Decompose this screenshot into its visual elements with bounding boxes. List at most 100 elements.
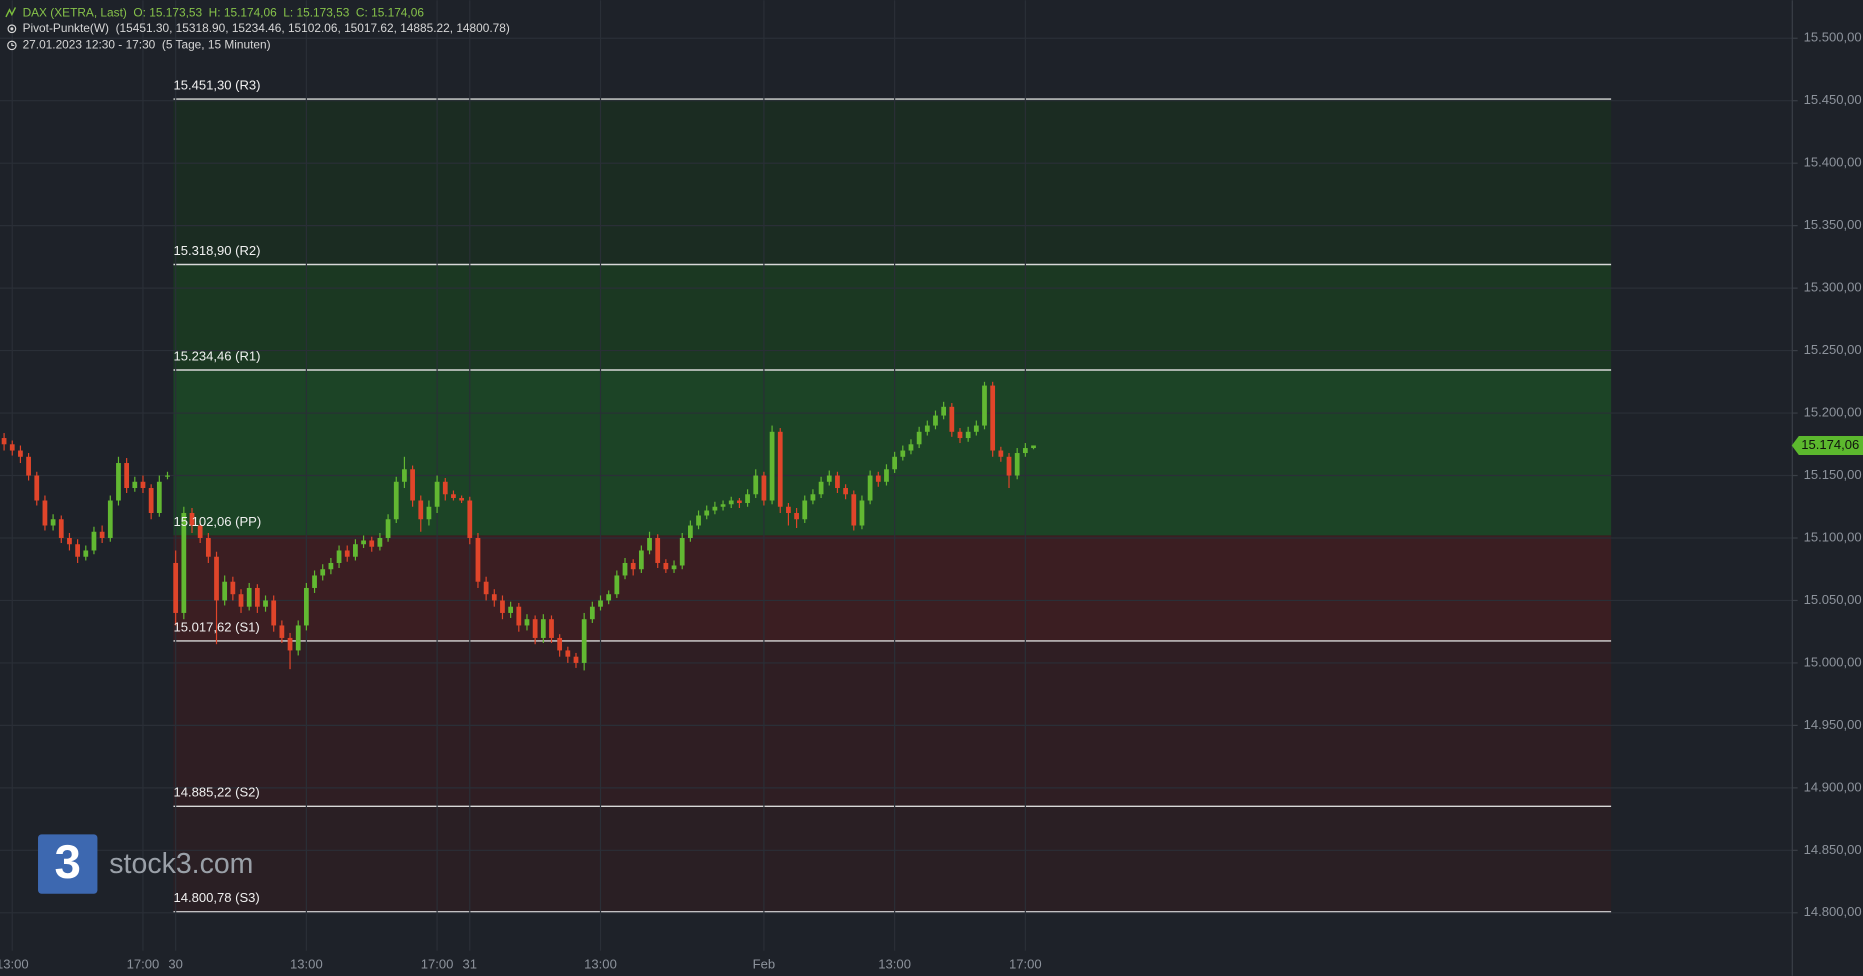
- chart-title: DAX (XETRA, Last) O: 15.173,53 H: 15.174…: [23, 5, 425, 19]
- candle-body: [107, 500, 113, 538]
- candle-body: [1031, 445, 1036, 449]
- candle-body: [810, 494, 816, 501]
- candle-body: [720, 504, 726, 507]
- candle-body: [402, 469, 407, 482]
- x-tick-label: 13:00: [290, 956, 323, 971]
- candle-body: [295, 625, 301, 651]
- candle-body: [908, 444, 914, 451]
- candle-body: [745, 494, 750, 504]
- candle-body: [532, 619, 538, 638]
- candle-body: [688, 525, 693, 538]
- y-tick-label: 15.250,00: [1804, 342, 1862, 357]
- candle-body: [67, 537, 72, 545]
- last-price-marker: [1791, 435, 1863, 455]
- candle-body: [565, 650, 571, 657]
- candle-body: [246, 587, 252, 607]
- candle-body: [189, 513, 195, 526]
- chart-subtitle: Pivot-Punkte(W) (15451.30, 15318.90, 152…: [23, 21, 510, 35]
- candle-body: [835, 475, 840, 489]
- candle-body: [124, 463, 130, 489]
- candle-body: [222, 581, 228, 601]
- candle-body: [91, 531, 97, 551]
- candle-body: [148, 488, 154, 514]
- y-tick-label: 15.350,00: [1804, 217, 1862, 232]
- y-tick-label: 15.400,00: [1804, 155, 1862, 170]
- candle-body: [638, 550, 644, 570]
- candle-body: [336, 550, 342, 563]
- candle-body: [753, 475, 759, 495]
- candle-body: [254, 587, 260, 607]
- x-tick-label: Feb: [753, 956, 775, 971]
- candle-body: [459, 498, 464, 501]
- candle-body: [573, 656, 579, 663]
- candle-body: [83, 550, 89, 557]
- candle-body: [540, 619, 546, 638]
- pivot-label: 15.102,06 (PP): [173, 514, 261, 529]
- candle-body: [524, 619, 530, 626]
- y-tick-label: 15.450,00: [1804, 92, 1862, 107]
- candle-body: [58, 519, 64, 538]
- x-tick-label: 17:00: [421, 956, 454, 971]
- candle-body: [75, 544, 80, 557]
- x-tick-label: 31: [463, 956, 478, 971]
- pivot-zone: [173, 535, 1612, 641]
- x-tick-label: 13:00: [0, 956, 29, 971]
- candle-body: [442, 481, 448, 495]
- candle-body: [973, 425, 979, 432]
- y-tick-label: 15.200,00: [1804, 405, 1862, 420]
- pivot-label: 15.017,62 (S1): [173, 619, 259, 634]
- candle-body: [598, 600, 603, 607]
- candle-body: [230, 581, 236, 595]
- last-price-label: 15.174,06: [1801, 437, 1859, 452]
- pivot-zone: [173, 264, 1612, 371]
- candle-body: [998, 450, 1004, 457]
- candle-body: [614, 575, 620, 595]
- chart-annotation: 27.01.2023 12:30 - 17:30 (5 Tage, 15 Min…: [23, 38, 271, 52]
- candle-body: [663, 562, 669, 570]
- candle-body: [655, 537, 661, 563]
- pivot-label: 15.451,30 (R3): [173, 77, 260, 92]
- candle-body: [279, 625, 285, 638]
- candle-body: [982, 385, 987, 426]
- candle-body: [50, 519, 56, 526]
- candle-body: [165, 475, 170, 477]
- candle-body: [426, 506, 432, 520]
- candle-body: [851, 494, 857, 526]
- pivot-zones: [173, 98, 1612, 913]
- candle-body: [933, 415, 938, 426]
- candle-body: [990, 385, 996, 451]
- candle-body: [557, 637, 563, 651]
- candle-body: [916, 431, 922, 445]
- candle-body: [483, 581, 489, 595]
- y-tick-label: 15.300,00: [1804, 280, 1862, 295]
- candle-body: [826, 475, 832, 482]
- candle-body: [287, 637, 293, 651]
- candle-body: [508, 606, 514, 613]
- candle-body: [18, 450, 23, 457]
- logo-text: stock3.com: [109, 848, 253, 880]
- x-tick-label: 17:00: [1009, 956, 1042, 971]
- candle-body: [892, 456, 898, 470]
- plot: [1, 381, 1036, 671]
- candle-body: [491, 594, 497, 601]
- candle-body: [116, 463, 121, 501]
- candle-body: [949, 406, 955, 432]
- candle-body: [34, 475, 40, 501]
- candle-body: [99, 531, 105, 538]
- pivot-zone: [173, 370, 1612, 536]
- candle-body: [818, 481, 824, 495]
- candle-body: [1006, 456, 1012, 476]
- grid: [0, 0, 1798, 951]
- candle-body: [312, 575, 317, 588]
- pivot-label: 14.885,22 (S2): [173, 785, 259, 800]
- indicator-icon-dot: [10, 27, 14, 31]
- candle-body: [1014, 453, 1020, 476]
- candle-body: [304, 587, 309, 626]
- indicator-icon: [7, 24, 17, 34]
- candle-body: [924, 425, 930, 432]
- candle-body: [696, 515, 701, 526]
- y-tick-label: 14.850,00: [1804, 842, 1862, 857]
- candle-body: [1, 438, 7, 445]
